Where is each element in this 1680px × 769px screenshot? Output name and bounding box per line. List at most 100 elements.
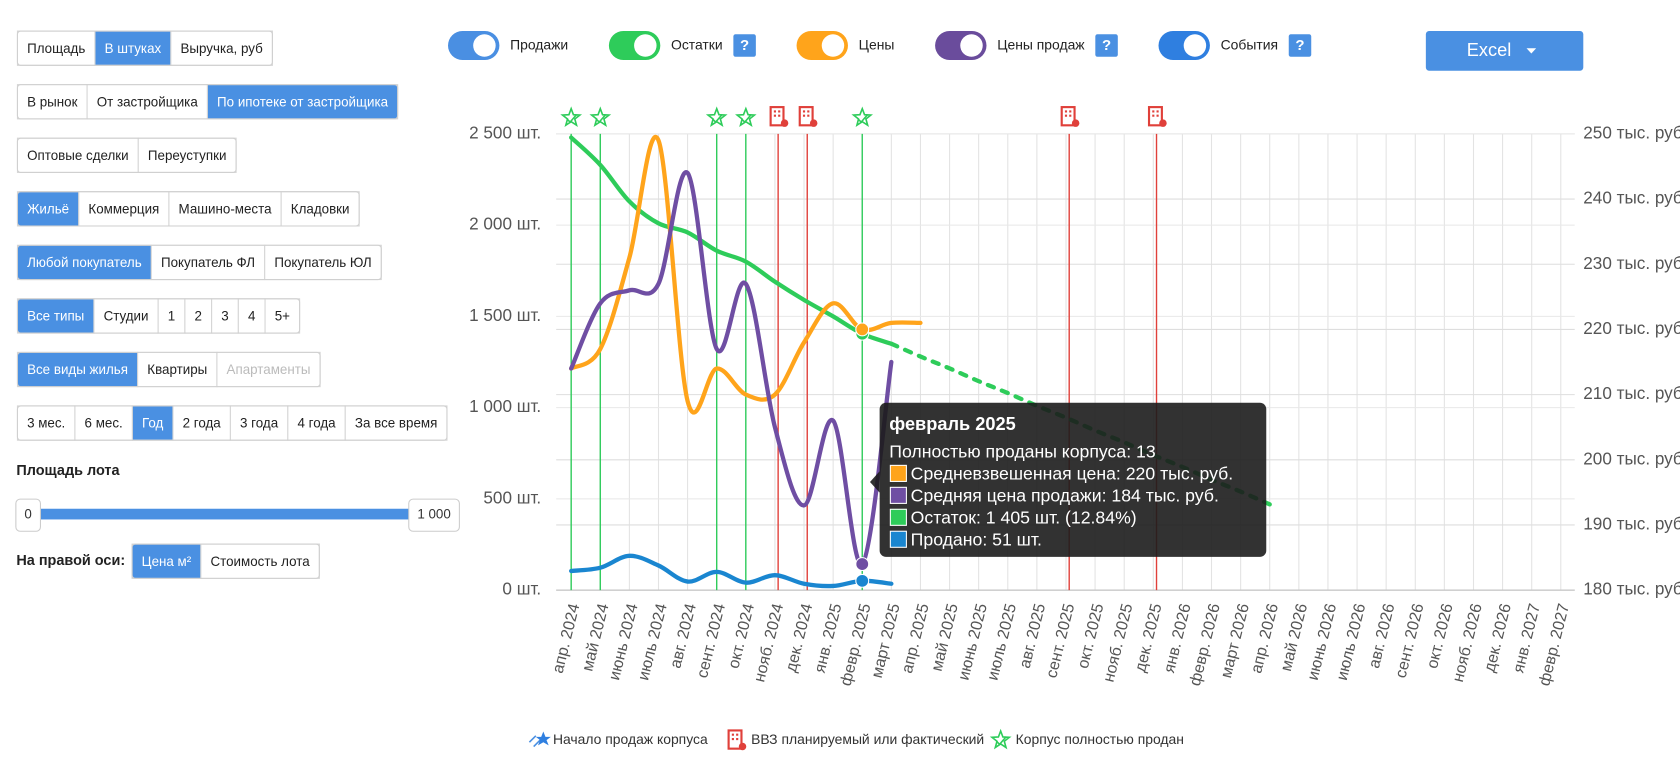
button-group-border [16,84,399,120]
slider-handle[interactable] [408,498,460,532]
button[interactable] [94,30,172,66]
x-tick-label: янв. 2026 [1160,602,1195,675]
y-tick-label: 1 000 шт. [469,396,541,416]
x-tick-label: авг. 2024 [666,602,699,670]
x-tick-label: янв. 2025 [811,602,846,675]
button-group: В рынок От застройщика По ипотеке от застр… [16,84,399,120]
event-icon-vvz-gear [1071,119,1080,127]
x-tick-label: май 2026 [1277,602,1311,673]
y-tick-label: 1 500 шт. [469,305,541,325]
tooltip-swatch [889,464,907,482]
y-tick-label: 500 шт. [483,487,541,507]
y2-tick-label: 250 тыс. руб. [1583,122,1680,142]
legend-label: Начало продаж корпуса [553,731,708,747]
x-tick-label: окт. 2024 [725,602,759,671]
slider-track [28,508,436,520]
button-group-border [16,30,273,66]
series-line [569,135,894,346]
legend-icon-vvz-gear [738,742,747,751]
export-button[interactable] [1425,31,1584,71]
legend-icon-start-star [535,731,551,746]
help-badge[interactable] [1095,34,1118,57]
button[interactable] [16,137,139,173]
x-tick-label: июль 2025 [984,602,1020,683]
button[interactable] [16,191,80,227]
toggle-knob [960,34,983,57]
button[interactable] [172,405,231,441]
slider-handle-label: 0 [24,507,31,522]
x-tick-label: дек. 2026 [1480,602,1514,674]
tooltip-line: Продано: 51 шт. [911,530,1042,550]
button-group-border [16,137,237,173]
event-icon-vvz-windows [1152,110,1159,117]
event-icon-sold-check [740,114,752,124]
help-badge[interactable] [733,34,756,57]
button[interactable] [16,351,139,388]
button[interactable] [16,298,95,334]
x-tick-label: апр. 2026 [1247,602,1282,675]
section-title: Площадь лота [16,463,120,479]
button-group: Жильё Коммерция Машино-места Кладовки [16,191,360,227]
toggle-knob [821,34,845,57]
slider-handle-label: 1 000 [417,507,450,522]
x-tick-label: июль 2024 [634,602,670,683]
x-tick-label: авг. 2026 [1365,602,1398,670]
export-button-label: Excel [1467,40,1511,60]
x-tick-label: апр. 2024 [549,602,584,675]
button[interactable] [206,84,399,120]
toggle-label: Продажи [510,37,568,53]
button-label: Квартиры [147,362,207,377]
toggle-label: Цены [859,37,895,53]
button-label: Студии [104,309,149,324]
button[interactable] [280,191,360,227]
button-label: Выручка, руб [180,41,263,56]
button[interactable] [93,298,159,334]
button-label: 6 мес. [85,416,123,431]
button-label: 3 [221,309,228,324]
event-icon-vvz-windows [773,110,781,117]
button[interactable] [211,298,239,334]
slider-handle[interactable] [15,498,41,532]
event-icon-sold-check [711,114,723,124]
event-icon-vvz-gear [1159,119,1167,127]
button-group: 3 мес. 6 мес. Год 2 года 3 года 4 года За все … [16,405,448,441]
toggle-knob [1183,34,1207,57]
button-label: Площадь [27,41,85,56]
button-label: 2 года [183,416,222,431]
tooltip-title: февраль 2025 [889,414,1015,434]
legend-icon-sold [989,728,1012,750]
button[interactable] [16,244,152,281]
button[interactable] [74,405,133,441]
x-tick-label: дек. 2025 [1131,602,1165,674]
event-icon-sold [705,106,728,128]
help-badge[interactable] [1288,34,1312,57]
tooltip-box [879,402,1267,557]
button-label: За все время [355,416,437,431]
button-label: Апартаменты [227,362,311,377]
tooltip-line: Средневзвешенная цена: 220 тыс. руб. [911,464,1233,484]
event-icon-vvz-gear [780,119,789,127]
button-label: 1 [168,309,175,324]
toggle-knob [473,34,496,57]
event-icon-sold [851,106,873,128]
tooltip-swatch [889,508,907,526]
button[interactable] [16,30,96,66]
legend-label: ВВЗ планируемый или фактический [751,731,984,747]
y-tick-label: 0 шт. [502,579,541,599]
tooltip-line: Остаток: 1 405 шт. (12.84%) [911,508,1137,528]
event-icon-vvz-gear [809,119,818,127]
legend-icon-sold-check [995,736,1007,746]
x-tick-label: окт. 2025 [1074,602,1108,671]
event-icon-sold [589,106,612,128]
button[interactable] [16,405,76,441]
event-icon-sold [560,106,583,128]
button-group-border [16,298,301,334]
x-tick-label: сент. 2024 [693,602,729,680]
button-label: Все типы [27,309,84,324]
button[interactable] [168,191,282,227]
button[interactable] [150,244,266,281]
button[interactable] [216,351,321,388]
button[interactable] [131,405,174,441]
button-group: Оптовые сделки Переуступки [16,137,237,173]
button-label: Любой покупатель [27,255,142,270]
